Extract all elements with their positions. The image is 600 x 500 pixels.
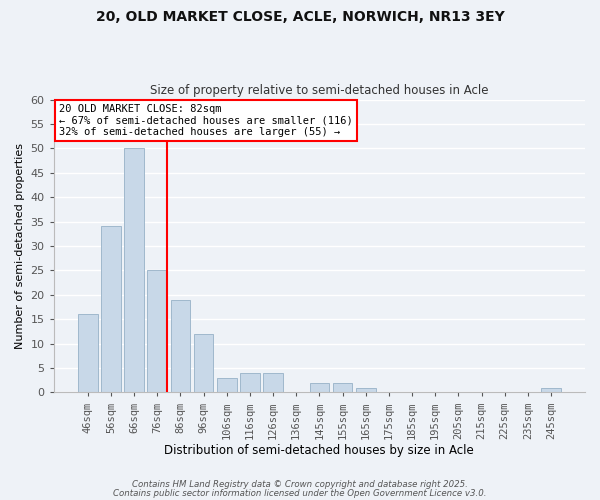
Bar [356,388,376,392]
Bar [240,373,260,392]
Text: 20, OLD MARKET CLOSE, ACLE, NORWICH, NR13 3EY: 20, OLD MARKET CLOSE, ACLE, NORWICH, NR1… [95,10,505,24]
Bar [263,373,283,392]
Bar [148,270,167,392]
Bar [217,378,236,392]
Bar [194,334,214,392]
Title: Size of property relative to semi-detached houses in Acle: Size of property relative to semi-detach… [150,84,488,97]
Text: 20 OLD MARKET CLOSE: 82sqm
← 67% of semi-detached houses are smaller (116)
32% o: 20 OLD MARKET CLOSE: 82sqm ← 67% of semi… [59,104,353,137]
Bar [310,382,329,392]
Bar [332,382,352,392]
Bar [101,226,121,392]
X-axis label: Distribution of semi-detached houses by size in Acle: Distribution of semi-detached houses by … [164,444,474,458]
Bar [124,148,144,392]
Bar [78,314,98,392]
Bar [170,300,190,392]
Text: Contains public sector information licensed under the Open Government Licence v3: Contains public sector information licen… [113,489,487,498]
Bar [541,388,561,392]
Text: Contains HM Land Registry data © Crown copyright and database right 2025.: Contains HM Land Registry data © Crown c… [132,480,468,489]
Y-axis label: Number of semi-detached properties: Number of semi-detached properties [15,143,25,349]
